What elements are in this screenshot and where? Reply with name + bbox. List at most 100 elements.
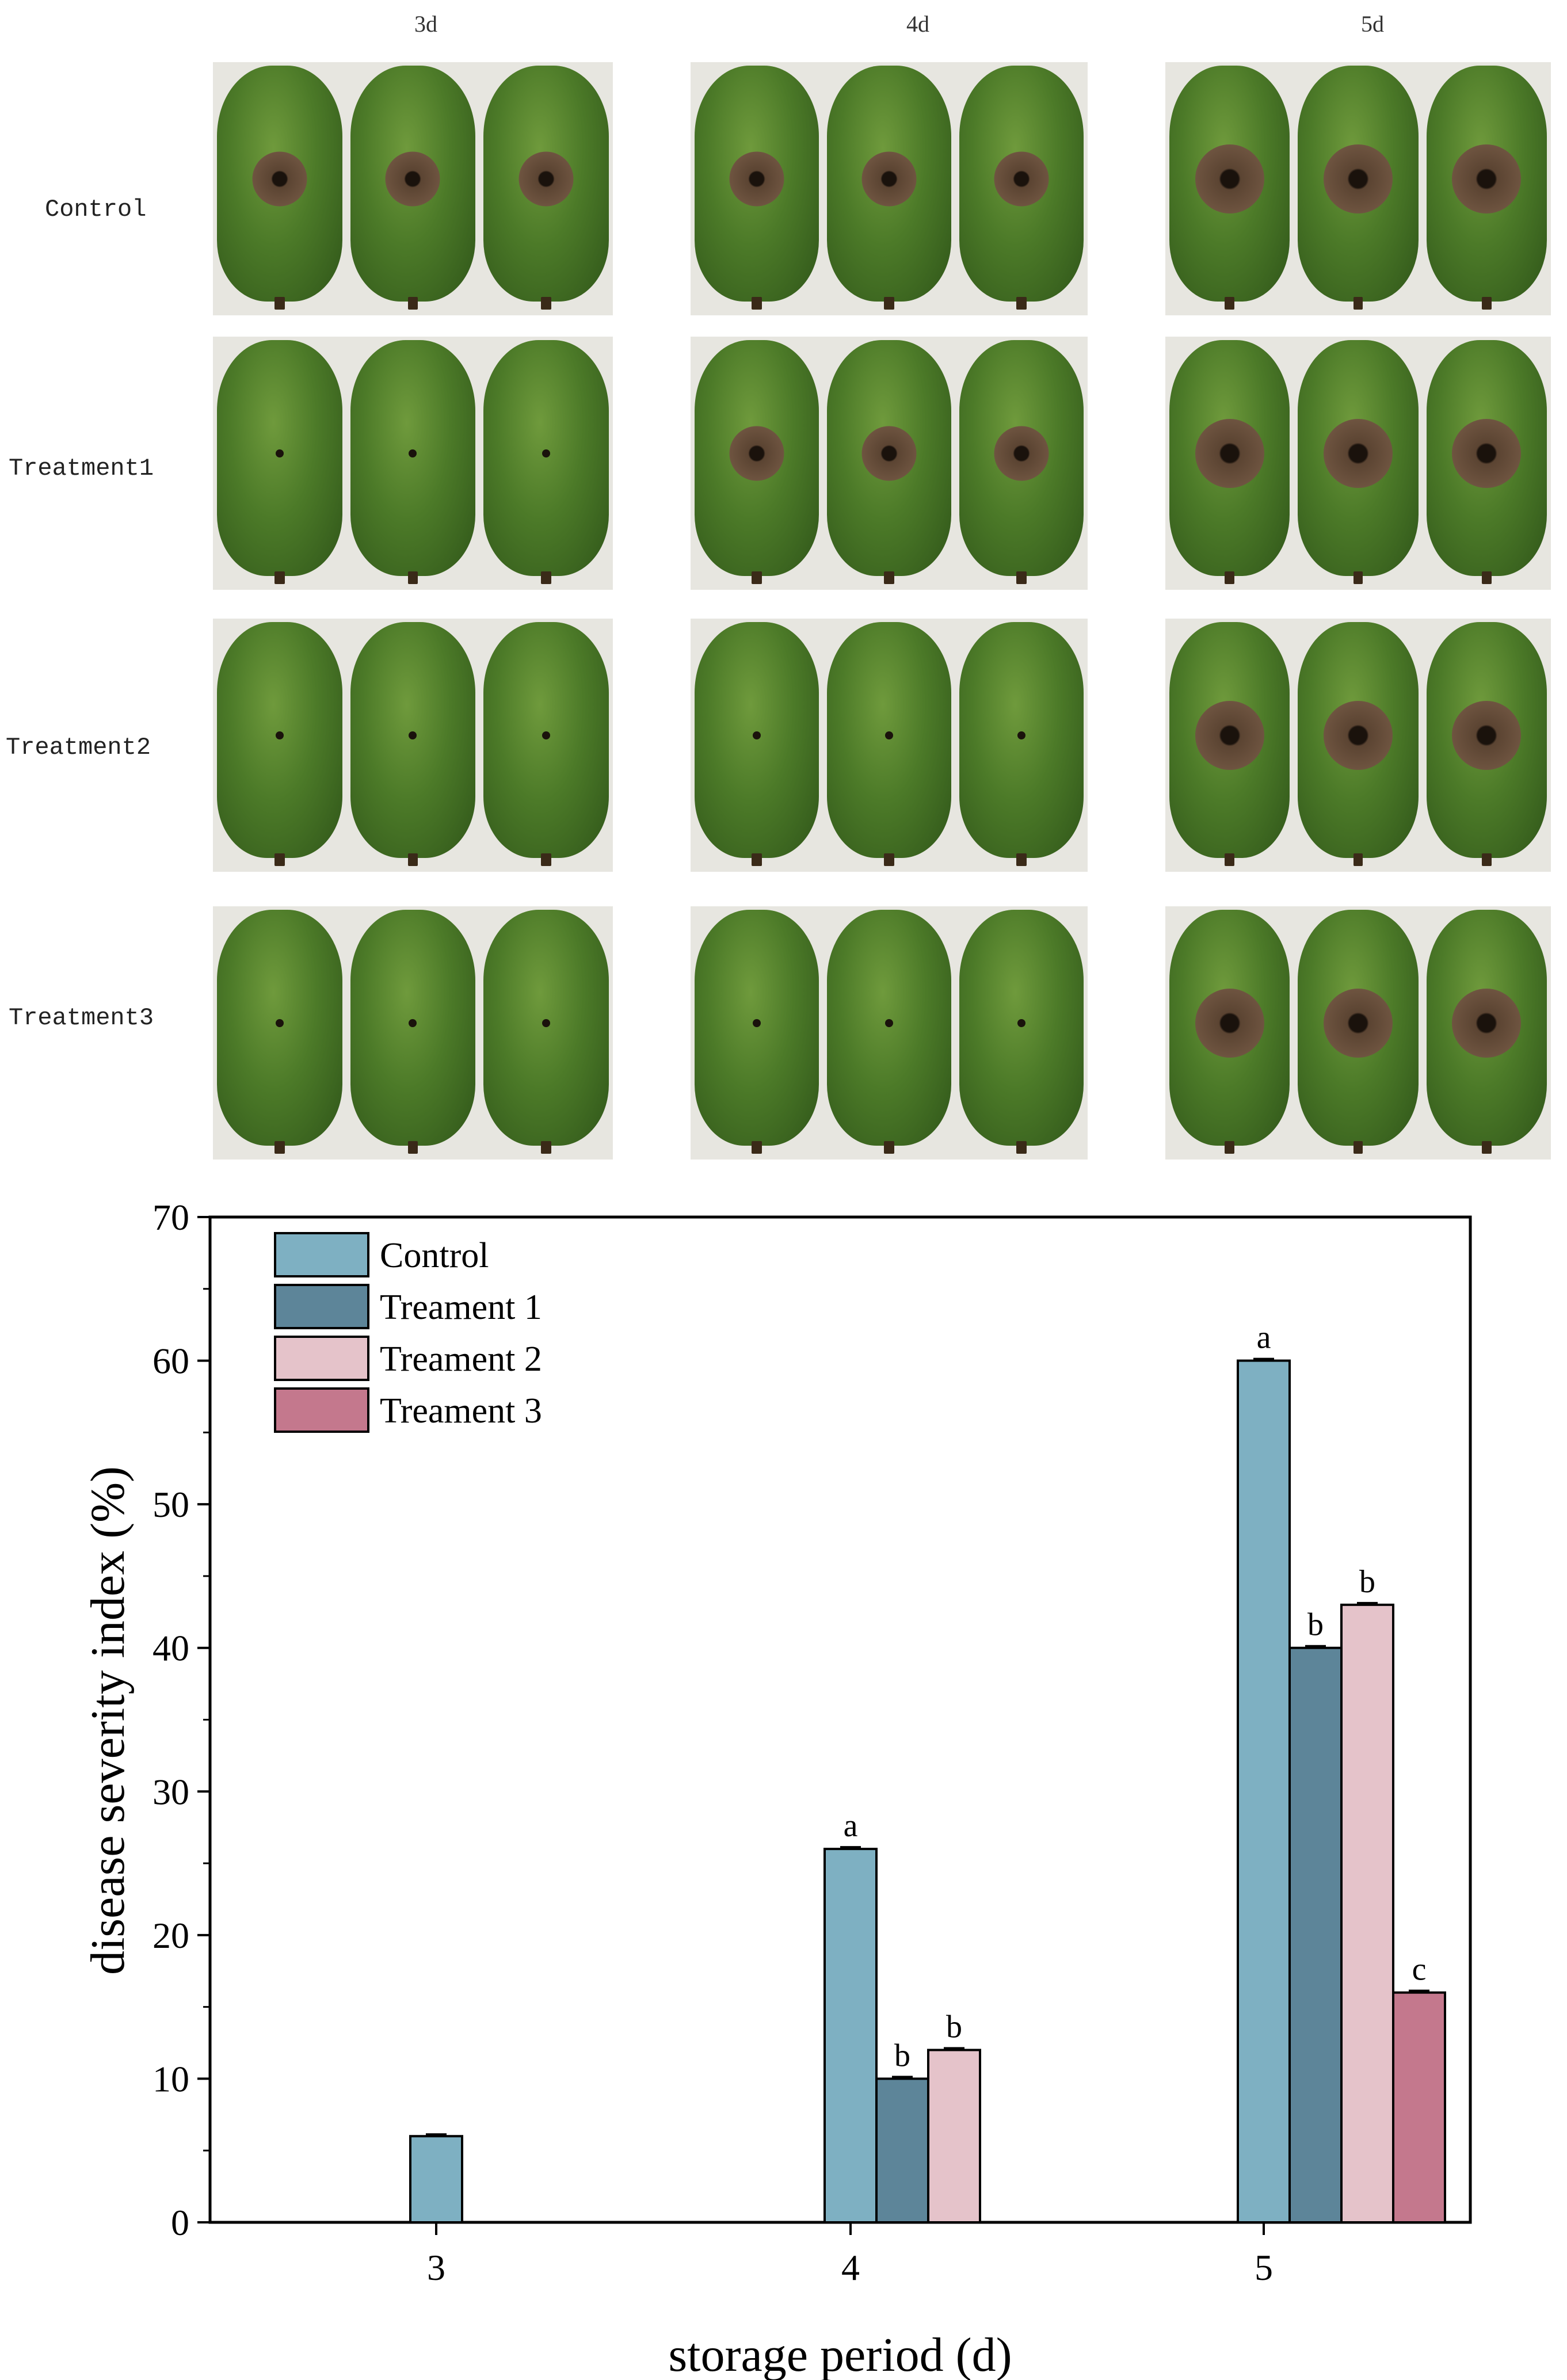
bar-treament-2-5 <box>1340 1603 1394 2223</box>
fruit <box>217 622 342 866</box>
column-header-3d: 3d <box>414 11 437 37</box>
lesion <box>1195 144 1264 213</box>
fruit-photo-treatment1-4d <box>691 337 1088 590</box>
fruit <box>1298 340 1419 584</box>
legend-label: Treament 1 <box>380 1288 542 1327</box>
fruit <box>350 622 476 866</box>
bar-treament-3-5 <box>1392 1991 1446 2224</box>
significance-letter: a <box>1257 1320 1271 1356</box>
legend-swatch-treament-3 <box>274 1387 369 1433</box>
legend-swatch-treament-1 <box>274 1284 369 1329</box>
column-header-5d: 5d <box>1361 11 1384 37</box>
fruit-photo-treatment2-4d <box>691 619 1088 872</box>
inoculation-point <box>885 1019 893 1027</box>
fruit <box>1426 66 1547 310</box>
fruit-photo-treatment2-5d <box>1165 619 1551 872</box>
bar-control-3 <box>409 2135 463 2223</box>
fruit <box>483 340 609 584</box>
lesion <box>1323 988 1393 1058</box>
fruit <box>1169 66 1290 310</box>
fruit <box>695 622 819 866</box>
fruit <box>1298 66 1419 310</box>
fruit <box>695 66 819 310</box>
fruit <box>959 340 1084 584</box>
inoculation-point <box>275 731 284 739</box>
legend-label: Treament 3 <box>380 1391 542 1431</box>
lesion <box>1323 418 1393 488</box>
lesion <box>994 151 1049 207</box>
row-label-treatment1: Treatment1 <box>9 455 154 482</box>
fruit-photo-treatment3-4d <box>691 906 1088 1160</box>
fruit <box>959 66 1084 310</box>
legend-swatch-treament-2 <box>274 1336 369 1381</box>
fruit <box>483 622 609 866</box>
inoculation-point <box>753 731 761 739</box>
fruit <box>1298 622 1419 866</box>
inoculation-point <box>885 731 893 739</box>
inoculation-point <box>409 731 417 739</box>
fruit <box>1298 910 1419 1154</box>
inoculation-point <box>542 449 551 457</box>
inoculation-point <box>275 449 284 457</box>
lesion <box>1323 144 1393 213</box>
fruit <box>350 910 476 1154</box>
y-tick-label: 70 <box>152 1197 189 1238</box>
lesion <box>1452 988 1522 1058</box>
fruit <box>1169 622 1290 866</box>
y-tick-label: 30 <box>152 1771 189 1812</box>
fruit <box>959 910 1084 1154</box>
lesion <box>1195 700 1264 770</box>
y-tick-label: 60 <box>152 1341 189 1382</box>
lesion <box>1452 144 1522 213</box>
column-header-4d: 4d <box>906 11 929 37</box>
inoculation-point <box>409 449 417 457</box>
row-label-control: Control <box>45 196 147 223</box>
x-tick-label: 5 <box>1255 2247 1273 2288</box>
significance-letter: b <box>894 2038 910 2073</box>
fruit <box>1426 622 1547 866</box>
significance-letter: c <box>1412 1952 1427 1988</box>
inoculation-point <box>1017 1019 1025 1027</box>
fruit-photo-control-4d <box>691 62 1088 315</box>
lesion <box>994 426 1049 481</box>
fruit-photo-treatment1-5d <box>1165 337 1551 590</box>
lesion <box>1323 700 1393 770</box>
lesion <box>729 426 784 481</box>
fruit-photo-control-5d <box>1165 62 1551 315</box>
fruit <box>827 340 951 584</box>
inoculation-point <box>753 1019 761 1027</box>
fruit <box>959 622 1084 866</box>
fruit <box>695 910 819 1154</box>
fruit <box>827 622 951 866</box>
fruit <box>1169 340 1290 584</box>
significance-letter: b <box>1307 1607 1324 1643</box>
lesion <box>1452 418 1522 488</box>
significance-letter: b <box>1359 1564 1375 1600</box>
lesion <box>861 426 917 481</box>
lesion <box>385 151 440 207</box>
legend-swatch-control <box>274 1232 369 1277</box>
lesion <box>1452 700 1522 770</box>
fruit <box>483 66 609 310</box>
fruit-photo-treatment3-3d <box>213 906 613 1160</box>
lesion <box>861 151 917 207</box>
y-tick-label: 40 <box>152 1628 189 1669</box>
fruit <box>1426 340 1547 584</box>
x-tick-label: 4 <box>841 2247 860 2288</box>
inoculation-point <box>542 731 551 739</box>
bar-treament-1-5 <box>1288 1646 1343 2224</box>
fruit <box>350 340 476 584</box>
bar-control-5 <box>1237 1359 1291 2224</box>
y-axis-label: disease severity index (%) <box>81 1466 135 1975</box>
y-tick-label: 0 <box>171 2202 189 2243</box>
bar-treament-1-4 <box>875 2077 929 2223</box>
fruit <box>217 340 342 584</box>
fruit-photo-treatment3-5d <box>1165 906 1551 1160</box>
fruit <box>1426 910 1547 1154</box>
x-tick-label: 3 <box>427 2247 445 2288</box>
fruit-photo-treatment1-3d <box>213 337 613 590</box>
inoculation-point <box>1017 731 1025 739</box>
lesion <box>252 151 307 207</box>
row-label-treatment2: Treatment2 <box>6 734 151 761</box>
